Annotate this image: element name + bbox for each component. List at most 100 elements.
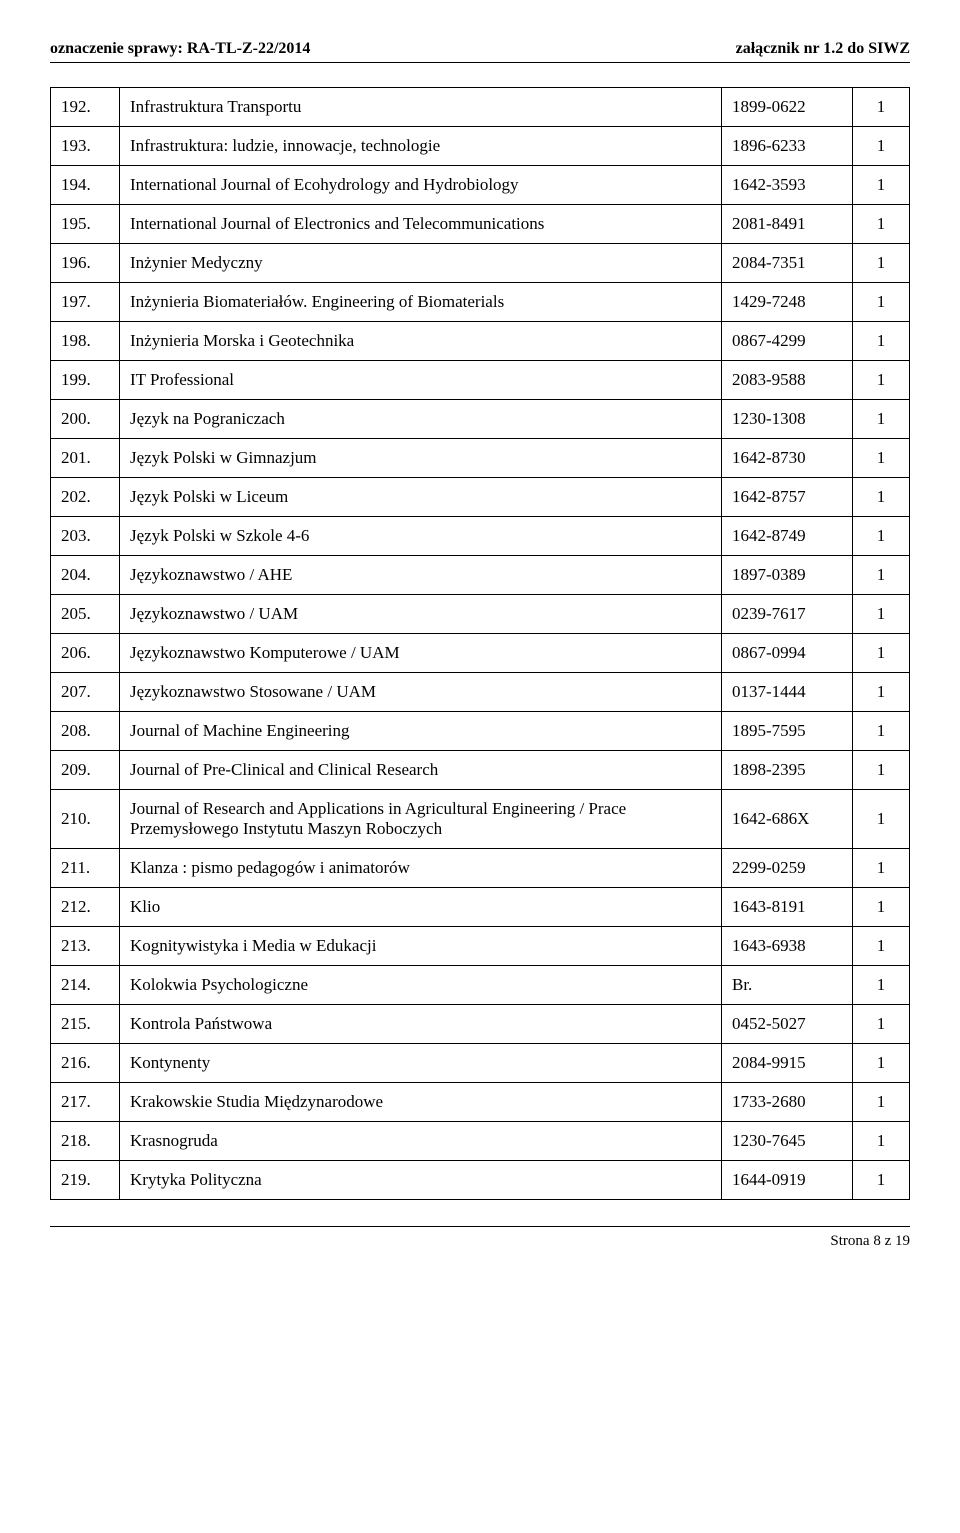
table-row: 194.International Journal of Ecohydrolog… [51, 166, 910, 205]
row-issn: 2084-9915 [722, 1044, 853, 1083]
table-row: 198.Inżynieria Morska i Geotechnika0867-… [51, 322, 910, 361]
row-title: Krakowskie Studia Międzynarodowe [120, 1083, 722, 1122]
row-number: 200. [51, 400, 120, 439]
row-issn: 2081-8491 [722, 205, 853, 244]
row-title: Język Polski w Liceum [120, 478, 722, 517]
row-number: 199. [51, 361, 120, 400]
row-quantity: 1 [853, 790, 910, 849]
row-quantity: 1 [853, 927, 910, 966]
row-number: 215. [51, 1005, 120, 1044]
table-row: 215.Kontrola Państwowa0452-50271 [51, 1005, 910, 1044]
row-title: Kontynenty [120, 1044, 722, 1083]
row-title: Journal of Machine Engineering [120, 712, 722, 751]
row-quantity: 1 [853, 361, 910, 400]
table-row: 209.Journal of Pre-Clinical and Clinical… [51, 751, 910, 790]
row-title: Inżynieria Morska i Geotechnika [120, 322, 722, 361]
row-issn: 1642-3593 [722, 166, 853, 205]
table-row: 205.Językoznawstwo / UAM0239-76171 [51, 595, 910, 634]
row-number: 195. [51, 205, 120, 244]
row-issn: 1230-7645 [722, 1122, 853, 1161]
row-quantity: 1 [853, 751, 910, 790]
row-number: 212. [51, 888, 120, 927]
row-title: Kognitywistyka i Media w Edukacji [120, 927, 722, 966]
row-quantity: 1 [853, 478, 910, 517]
row-quantity: 1 [853, 595, 910, 634]
row-issn: 0239-7617 [722, 595, 853, 634]
row-title: Klio [120, 888, 722, 927]
table-row: 201.Język Polski w Gimnazjum1642-87301 [51, 439, 910, 478]
row-title: International Journal of Electronics and… [120, 205, 722, 244]
journals-table: 192.Infrastruktura Transportu1899-062211… [50, 87, 910, 1200]
table-row: 204.Językoznawstwo / AHE1897-03891 [51, 556, 910, 595]
row-number: 213. [51, 927, 120, 966]
row-issn: 1898-2395 [722, 751, 853, 790]
row-issn: 1642-686X [722, 790, 853, 849]
row-quantity: 1 [853, 283, 910, 322]
row-number: 196. [51, 244, 120, 283]
row-title: Journal of Research and Applications in … [120, 790, 722, 849]
row-quantity: 1 [853, 849, 910, 888]
row-title: Język Polski w Szkole 4-6 [120, 517, 722, 556]
table-row: 217.Krakowskie Studia Międzynarodowe1733… [51, 1083, 910, 1122]
table-row: 202.Język Polski w Liceum1642-87571 [51, 478, 910, 517]
row-quantity: 1 [853, 556, 910, 595]
row-issn: 1642-8749 [722, 517, 853, 556]
row-quantity: 1 [853, 166, 910, 205]
row-issn: 2299-0259 [722, 849, 853, 888]
row-title: Infrastruktura: ludzie, innowacje, techn… [120, 127, 722, 166]
table-row: 193.Infrastruktura: ludzie, innowacje, t… [51, 127, 910, 166]
row-number: 202. [51, 478, 120, 517]
row-issn: 0452-5027 [722, 1005, 853, 1044]
row-quantity: 1 [853, 400, 910, 439]
row-title: Językoznawstwo Komputerowe / UAM [120, 634, 722, 673]
row-number: 198. [51, 322, 120, 361]
row-title: Infrastruktura Transportu [120, 88, 722, 127]
row-issn: 2083-9588 [722, 361, 853, 400]
table-row: 213.Kognitywistyka i Media w Edukacji164… [51, 927, 910, 966]
table-row: 218.Krasnogruda1230-76451 [51, 1122, 910, 1161]
row-number: 201. [51, 439, 120, 478]
table-row: 196.Inżynier Medyczny2084-73511 [51, 244, 910, 283]
row-number: 205. [51, 595, 120, 634]
table-row: 216.Kontynenty2084-99151 [51, 1044, 910, 1083]
row-issn: 0867-0994 [722, 634, 853, 673]
row-title: Journal of Pre-Clinical and Clinical Res… [120, 751, 722, 790]
row-issn: 1643-6938 [722, 927, 853, 966]
row-quantity: 1 [853, 966, 910, 1005]
row-number: 209. [51, 751, 120, 790]
row-title: Język na Pograniczach [120, 400, 722, 439]
row-issn: 0137-1444 [722, 673, 853, 712]
row-quantity: 1 [853, 1122, 910, 1161]
row-number: 216. [51, 1044, 120, 1083]
row-number: 211. [51, 849, 120, 888]
row-title: IT Professional [120, 361, 722, 400]
row-quantity: 1 [853, 439, 910, 478]
row-number: 193. [51, 127, 120, 166]
row-number: 218. [51, 1122, 120, 1161]
row-quantity: 1 [853, 1161, 910, 1200]
row-title: Kontrola Państwowa [120, 1005, 722, 1044]
row-number: 204. [51, 556, 120, 595]
row-issn: Br. [722, 966, 853, 1005]
table-row: 192.Infrastruktura Transportu1899-06221 [51, 88, 910, 127]
row-issn: 1896-6233 [722, 127, 853, 166]
row-title: Krytyka Polityczna [120, 1161, 722, 1200]
row-quantity: 1 [853, 712, 910, 751]
row-number: 219. [51, 1161, 120, 1200]
row-number: 207. [51, 673, 120, 712]
row-number: 192. [51, 88, 120, 127]
row-number: 194. [51, 166, 120, 205]
row-quantity: 1 [853, 634, 910, 673]
row-quantity: 1 [853, 244, 910, 283]
table-row: 206.Językoznawstwo Komputerowe / UAM0867… [51, 634, 910, 673]
row-issn: 1899-0622 [722, 88, 853, 127]
table-row: 211.Klanza : pismo pedagogów i animatoró… [51, 849, 910, 888]
page-header: oznaczenie sprawy: RA-TL-Z-22/2014 załąc… [50, 40, 910, 63]
row-quantity: 1 [853, 127, 910, 166]
row-issn: 1895-7595 [722, 712, 853, 751]
row-issn: 1230-1308 [722, 400, 853, 439]
row-title: Językoznawstwo / AHE [120, 556, 722, 595]
row-issn: 1642-8730 [722, 439, 853, 478]
page-number: Strona 8 z 19 [830, 1233, 910, 1249]
table-row: 210.Journal of Research and Applications… [51, 790, 910, 849]
